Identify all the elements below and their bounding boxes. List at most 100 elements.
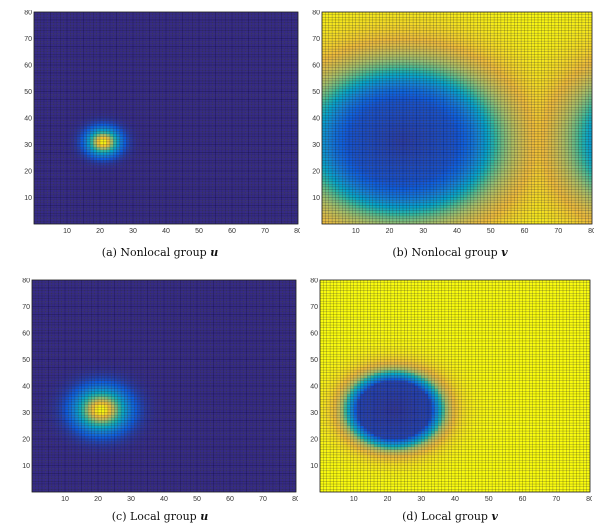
heatmap-cell: [235, 33, 239, 36]
heatmap-cell: [57, 210, 61, 214]
heatmap-cell: [76, 75, 81, 79]
heatmap-cell: [152, 14, 157, 18]
heatmap-cell: [57, 133, 61, 137]
heatmap-cell: [37, 35, 41, 39]
heatmap-cell: [139, 192, 143, 195]
heatmap-cell: [202, 83, 206, 87]
heatmap-cell: [40, 216, 44, 219]
heatmap-cell: [123, 80, 127, 84]
heatmap-cell: [142, 22, 147, 26]
heatmap-cell: [195, 184, 200, 187]
heatmap-cell: [146, 136, 150, 140]
heatmap-cell: [90, 184, 94, 187]
heatmap-cell: [142, 157, 147, 161]
heatmap-cell: [73, 35, 77, 39]
heatmap-cell: [212, 168, 216, 172]
heatmap-cell: [129, 35, 134, 39]
heatmap-cell: [103, 210, 107, 214]
heatmap-cell: [159, 218, 163, 222]
heatmap-cell: [175, 205, 180, 209]
heatmap-cell: [103, 70, 107, 73]
heatmap-cell: [212, 17, 216, 20]
heatmap-cell: [149, 38, 153, 42]
heatmap-cell: [57, 176, 61, 179]
heatmap-cell: [185, 176, 190, 179]
heatmap-cell: [159, 91, 163, 95]
heatmap-cell: [57, 160, 61, 164]
heatmap-cell: [53, 120, 58, 124]
heatmap-cell: [119, 49, 124, 52]
heatmap-cell: [212, 210, 216, 214]
heatmap-cell: [179, 149, 183, 153]
heatmap-cell: [100, 157, 104, 161]
heatmap-cell: [103, 125, 107, 129]
heatmap-cell: [86, 152, 91, 156]
heatmap-cell: [238, 125, 242, 129]
heatmap-cell: [228, 88, 233, 92]
heatmap-cell: [37, 181, 41, 185]
heatmap-cell: [182, 19, 186, 23]
heatmap-cell: [50, 33, 54, 36]
heatmap-cell: [222, 205, 226, 209]
heatmap-cell: [208, 221, 213, 225]
heatmap-cell: [172, 41, 176, 44]
heatmap-cell: [34, 139, 38, 142]
heatmap-cell: [205, 38, 209, 42]
heatmap-cell: [129, 112, 134, 116]
heatmap-cell: [235, 168, 239, 172]
heatmap-cell: [175, 155, 180, 158]
heatmap-cell: [179, 96, 183, 100]
heatmap-cell: [76, 157, 81, 161]
heatmap-cell: [149, 41, 153, 44]
heatmap-cell: [215, 123, 219, 126]
heatmap-cell: [195, 14, 200, 18]
heatmap-cell: [53, 67, 58, 71]
heatmap-cell: [232, 221, 236, 225]
heatmap-cell: [90, 131, 94, 134]
heatmap-cell: [76, 91, 81, 95]
heatmap-cell: [139, 152, 143, 156]
heatmap-cell: [60, 205, 64, 209]
heatmap-cell: [202, 133, 206, 137]
heatmap-cell: [109, 205, 114, 209]
heatmap-cell: [113, 144, 117, 148]
heatmap-cell: [67, 192, 71, 195]
heatmap-cell: [185, 120, 190, 124]
heatmap-cell: [212, 46, 216, 50]
heatmap-cell: [222, 80, 226, 84]
heatmap-cell: [57, 67, 61, 71]
heatmap-cell: [205, 62, 209, 66]
heatmap-cell: [185, 94, 190, 97]
heatmap-cell: [123, 171, 127, 174]
heatmap-cell: [205, 12, 209, 15]
heatmap-cell: [149, 35, 153, 39]
heatmap-cell: [103, 181, 107, 185]
heatmap-cell: [136, 144, 140, 148]
heatmap-cell: [205, 107, 209, 111]
heatmap-cell: [96, 197, 101, 201]
heatmap-cell: [232, 141, 236, 145]
heatmap-cell: [162, 112, 167, 116]
heatmap-cell: [34, 38, 38, 42]
heatmap-cell: [195, 78, 200, 81]
heatmap-cell: [215, 49, 219, 52]
heatmap-cell: [63, 83, 68, 87]
heatmap-cell: [96, 216, 101, 219]
heatmap-cell: [212, 27, 216, 31]
heatmap-cell: [185, 133, 190, 137]
heatmap-cell: [195, 83, 200, 87]
heatmap-cell: [139, 99, 143, 103]
heatmap-cell: [179, 35, 183, 39]
heatmap-cell: [90, 112, 94, 116]
heatmap-cell: [80, 125, 84, 129]
heatmap-cell: [169, 14, 173, 18]
heatmap-cell: [225, 17, 229, 20]
heatmap-cell: [73, 75, 77, 79]
heatmap-cell: [83, 163, 87, 166]
heatmap-cell: [202, 91, 206, 95]
heatmap-cell: [76, 57, 81, 60]
heatmap-cell: [149, 149, 153, 153]
heatmap-cell: [103, 197, 107, 201]
heatmap-cell: [166, 144, 170, 148]
heatmap-cell: [212, 213, 216, 217]
